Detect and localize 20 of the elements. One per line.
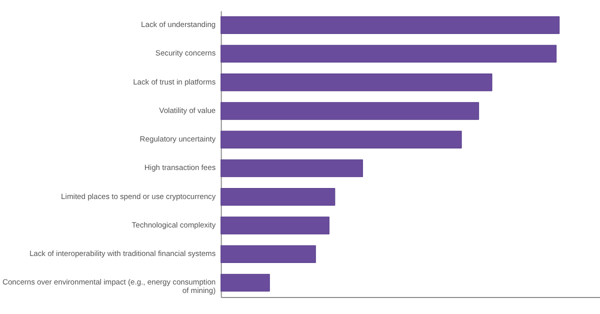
bar	[220, 130, 462, 148]
y-tick-label: Volatility of value	[159, 106, 216, 115]
y-tick-label: Technological complexity	[132, 220, 216, 230]
bar	[220, 74, 492, 92]
bar	[220, 159, 363, 178]
bar	[220, 16, 560, 34]
bar	[220, 44, 557, 63]
y-tick-label: Lack of interoperability with traditional financial systems	[29, 249, 216, 258]
bar	[220, 102, 480, 120]
bar	[220, 216, 330, 234]
y-tick-label: Concerns over environmental impact (e.g., energy consumption of mining)	[2, 278, 216, 296]
y-tick-label: High transaction fees	[144, 163, 216, 172]
bar	[220, 274, 270, 292]
y-tick-label: Regulatory uncertainty	[140, 134, 216, 144]
y-tick-label: Lack of understanding	[141, 20, 216, 29]
y-tick-label: Limited places to spend or use cryptocurrency	[61, 192, 216, 201]
y-tick-label: Lack of trust in platforms	[133, 77, 216, 86]
y-tick-label: Security concerns	[155, 48, 216, 58]
bar	[220, 188, 336, 206]
bar	[220, 245, 316, 263]
